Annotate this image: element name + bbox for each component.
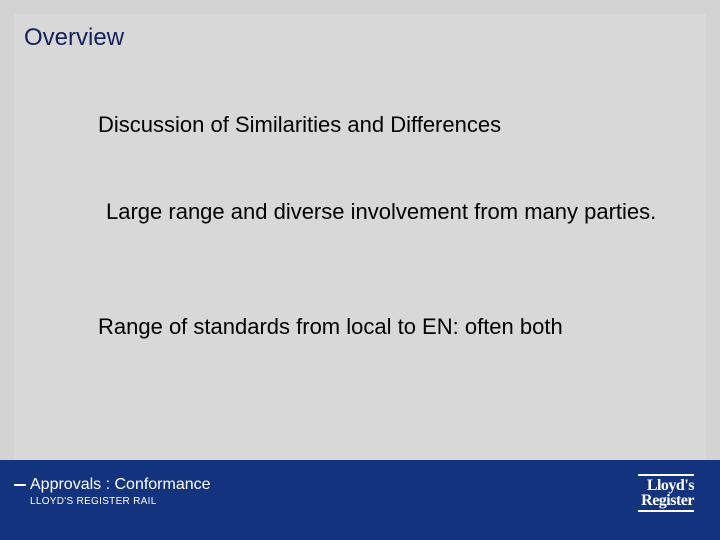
footer-subtitle: LLOYD'S REGISTER RAIL xyxy=(30,496,211,507)
body-text: Discussion of Similarities and Differenc… xyxy=(18,112,702,340)
paragraph-2: Large range and diverse involvement from… xyxy=(98,198,662,226)
lloyds-register-logo: Lloyd's Register xyxy=(618,474,694,512)
footer-left: Approvals : Conformance LLOYD'S REGISTER… xyxy=(30,476,211,507)
paragraph-1: Discussion of Similarities and Differenc… xyxy=(98,112,662,138)
logo-text: Lloyd's Register xyxy=(618,478,694,508)
footer-tick-mark xyxy=(14,484,26,486)
logo-rule-bottom xyxy=(638,510,694,512)
slide-title: Overview xyxy=(18,14,702,52)
paragraph-3: Range of standards from local to EN: oft… xyxy=(98,314,662,340)
footer-bar: Approvals : Conformance LLOYD'S REGISTER… xyxy=(0,460,720,540)
logo-line-1: Lloyd's xyxy=(618,478,694,493)
logo-rule-top xyxy=(638,474,694,476)
slide: Overview Discussion of Similarities and … xyxy=(0,0,720,540)
footer-title: Approvals : Conformance xyxy=(30,476,211,494)
logo-line-2: Register xyxy=(618,493,694,508)
content-area: Overview Discussion of Similarities and … xyxy=(18,14,702,444)
